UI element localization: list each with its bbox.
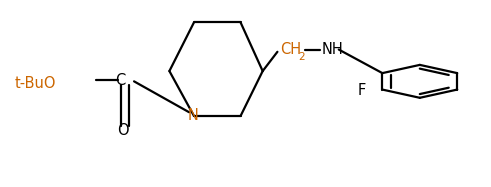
- Text: 2: 2: [299, 52, 305, 62]
- Text: NH: NH: [322, 42, 343, 57]
- Text: CH: CH: [280, 42, 301, 57]
- Text: F: F: [357, 83, 366, 98]
- Text: N: N: [188, 108, 198, 123]
- Text: t-BuO: t-BuO: [15, 76, 56, 91]
- Text: O: O: [117, 123, 129, 138]
- Text: C: C: [115, 73, 125, 88]
